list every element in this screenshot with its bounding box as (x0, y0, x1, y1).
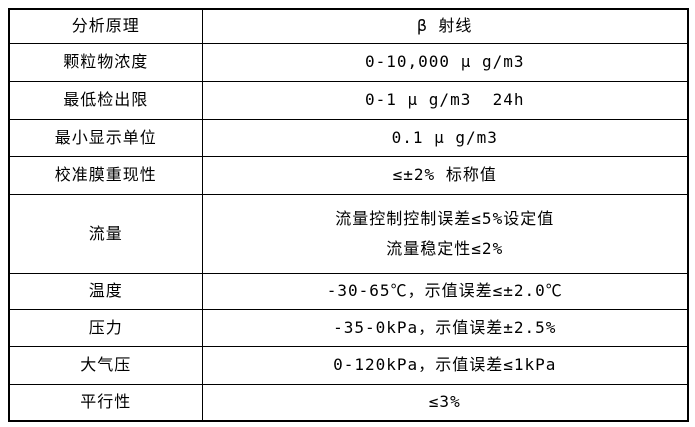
table-row: 最小显示单位 0.1 μ g/m3 (8, 118, 689, 157)
table-row: 分析原理 β 射线 (8, 8, 689, 44)
spec-label: 最低检出限 (63, 90, 149, 109)
spec-value-cell: 0.1 μ g/m3 (201, 118, 689, 157)
spec-label: 校准膜重现性 (54, 165, 157, 184)
spec-label-cell: 平行性 (8, 383, 203, 422)
spec-label-cell: 大气压 (8, 345, 203, 385)
table-row: 平行性 ≤3% (8, 383, 689, 422)
spec-value-cell: 0-10,000 μ g/m3 (201, 42, 689, 82)
spec-value-cell: 0-120kPa，示值误差≤1kPa (201, 345, 689, 385)
spec-value: 0-1 μ g/m3 24h (365, 90, 525, 109)
spec-label-cell: 最小显示单位 (8, 118, 203, 157)
spec-value-cell: -30-65℃，示值误差≤±2.0℃ (201, 272, 689, 310)
spec-value-cell: 0-1 μ g/m3 24h (201, 80, 689, 120)
table-row: 流量 流量控制控制误差≤5%设定值 流量稳定性≤2% (8, 193, 689, 274)
spec-value: 0-120kPa，示值误差≤1kPa (333, 355, 557, 374)
spec-label: 流量 (88, 223, 123, 243)
spec-value-cell: 流量控制控制误差≤5%设定值 流量稳定性≤2% (201, 193, 689, 274)
spec-label: 温度 (88, 281, 123, 300)
table-row: 压力 -35-0kPa，示值误差±2.5% (8, 308, 689, 347)
spec-value-cell: -35-0kPa，示值误差±2.5% (201, 308, 689, 347)
spec-label-cell: 分析原理 (8, 8, 203, 44)
spec-label-cell: 压力 (8, 308, 203, 347)
spec-label: 平行性 (80, 392, 132, 412)
spec-label-cell: 温度 (8, 272, 203, 310)
spec-value-cell: ≤±2% 标称值 (201, 155, 689, 195)
spec-label: 大气压 (80, 355, 132, 374)
spec-label: 最小显示单位 (54, 127, 157, 147)
spec-value: ≤±2% 标称值 (392, 165, 497, 184)
spec-value: -35-0kPa，示值误差±2.5% (333, 317, 557, 337)
spec-label: 分析原理 (71, 16, 140, 36)
table-row: 温度 -30-65℃，示值误差≤±2.0℃ (8, 272, 689, 310)
spec-value-cell: β 射线 (201, 8, 689, 44)
spec-value: 0.1 μ g/m3 (391, 127, 498, 147)
spec-label-cell: 校准膜重现性 (8, 155, 203, 195)
spec-label: 压力 (88, 317, 123, 337)
spec-label-cell: 流量 (8, 193, 203, 274)
table-row: 最低检出限 0-1 μ g/m3 24h (8, 80, 689, 120)
table-row: 大气压 0-120kPa，示值误差≤1kPa (8, 345, 689, 385)
spec-label: 颗粒物浓度 (63, 52, 149, 71)
spec-label-cell: 颗粒物浓度 (8, 42, 203, 82)
spec-value-line: 流量稳定性≤2% (386, 238, 504, 258)
table-row: 校准膜重现性 ≤±2% 标称值 (8, 155, 689, 195)
spec-value: β 射线 (417, 16, 473, 36)
spec-value: -30-65℃，示值误差≤±2.0℃ (326, 281, 563, 300)
spec-table: 分析原理 β 射线 颗粒物浓度 0-10,000 μ g/m3 最低检出限 0-… (8, 8, 689, 422)
spec-value-cell: ≤3% (201, 383, 689, 422)
spec-label-cell: 最低检出限 (8, 80, 203, 120)
spec-value: 0-10,000 μ g/m3 (365, 52, 525, 71)
spec-value: ≤3% (428, 392, 461, 412)
table-row: 颗粒物浓度 0-10,000 μ g/m3 (8, 42, 689, 82)
spec-value-line: 流量控制控制误差≤5%设定值 (335, 208, 555, 228)
